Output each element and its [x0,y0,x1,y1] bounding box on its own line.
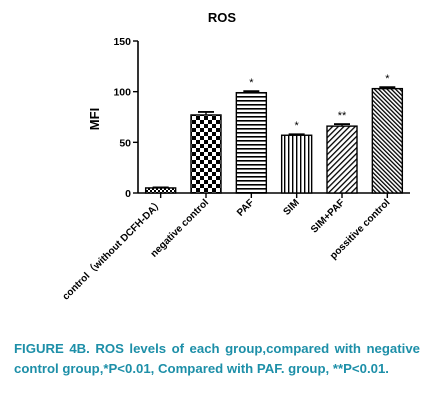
y-axis-label: MFI [87,108,102,130]
category-labels: control（without DCFH-DA）negative control… [59,196,392,303]
significance-marker: * [249,77,254,89]
chart-title: ROS [208,10,237,25]
bar [280,134,313,194]
bar [235,91,268,194]
bar [371,87,404,194]
bars: ***** [144,73,404,194]
bar-chart: ROS MFI 0 50 100 150 * * ** * control（without … [59,10,410,303]
y-tick-label: 150 [113,36,131,48]
y-tick-label: 50 [119,137,131,149]
category-label: control（without DCFH-DA） [59,196,166,303]
y-tick-label: 100 [113,87,131,99]
figure-caption: FIGURE 4B. ROS levels of each group,comp… [14,341,420,376]
significance-marker: * [385,73,390,85]
bar [190,114,222,194]
category-label: PAF [235,197,256,218]
significance-marker: * [295,120,300,132]
y-tick-label: 0 [125,188,131,200]
significance-marker: ** [338,110,347,122]
bar [144,187,177,194]
category-label: SIM+PAF [309,197,347,235]
axes: 0 50 100 150 [113,36,410,200]
bar [326,125,358,194]
category-label: SIM [281,197,301,217]
